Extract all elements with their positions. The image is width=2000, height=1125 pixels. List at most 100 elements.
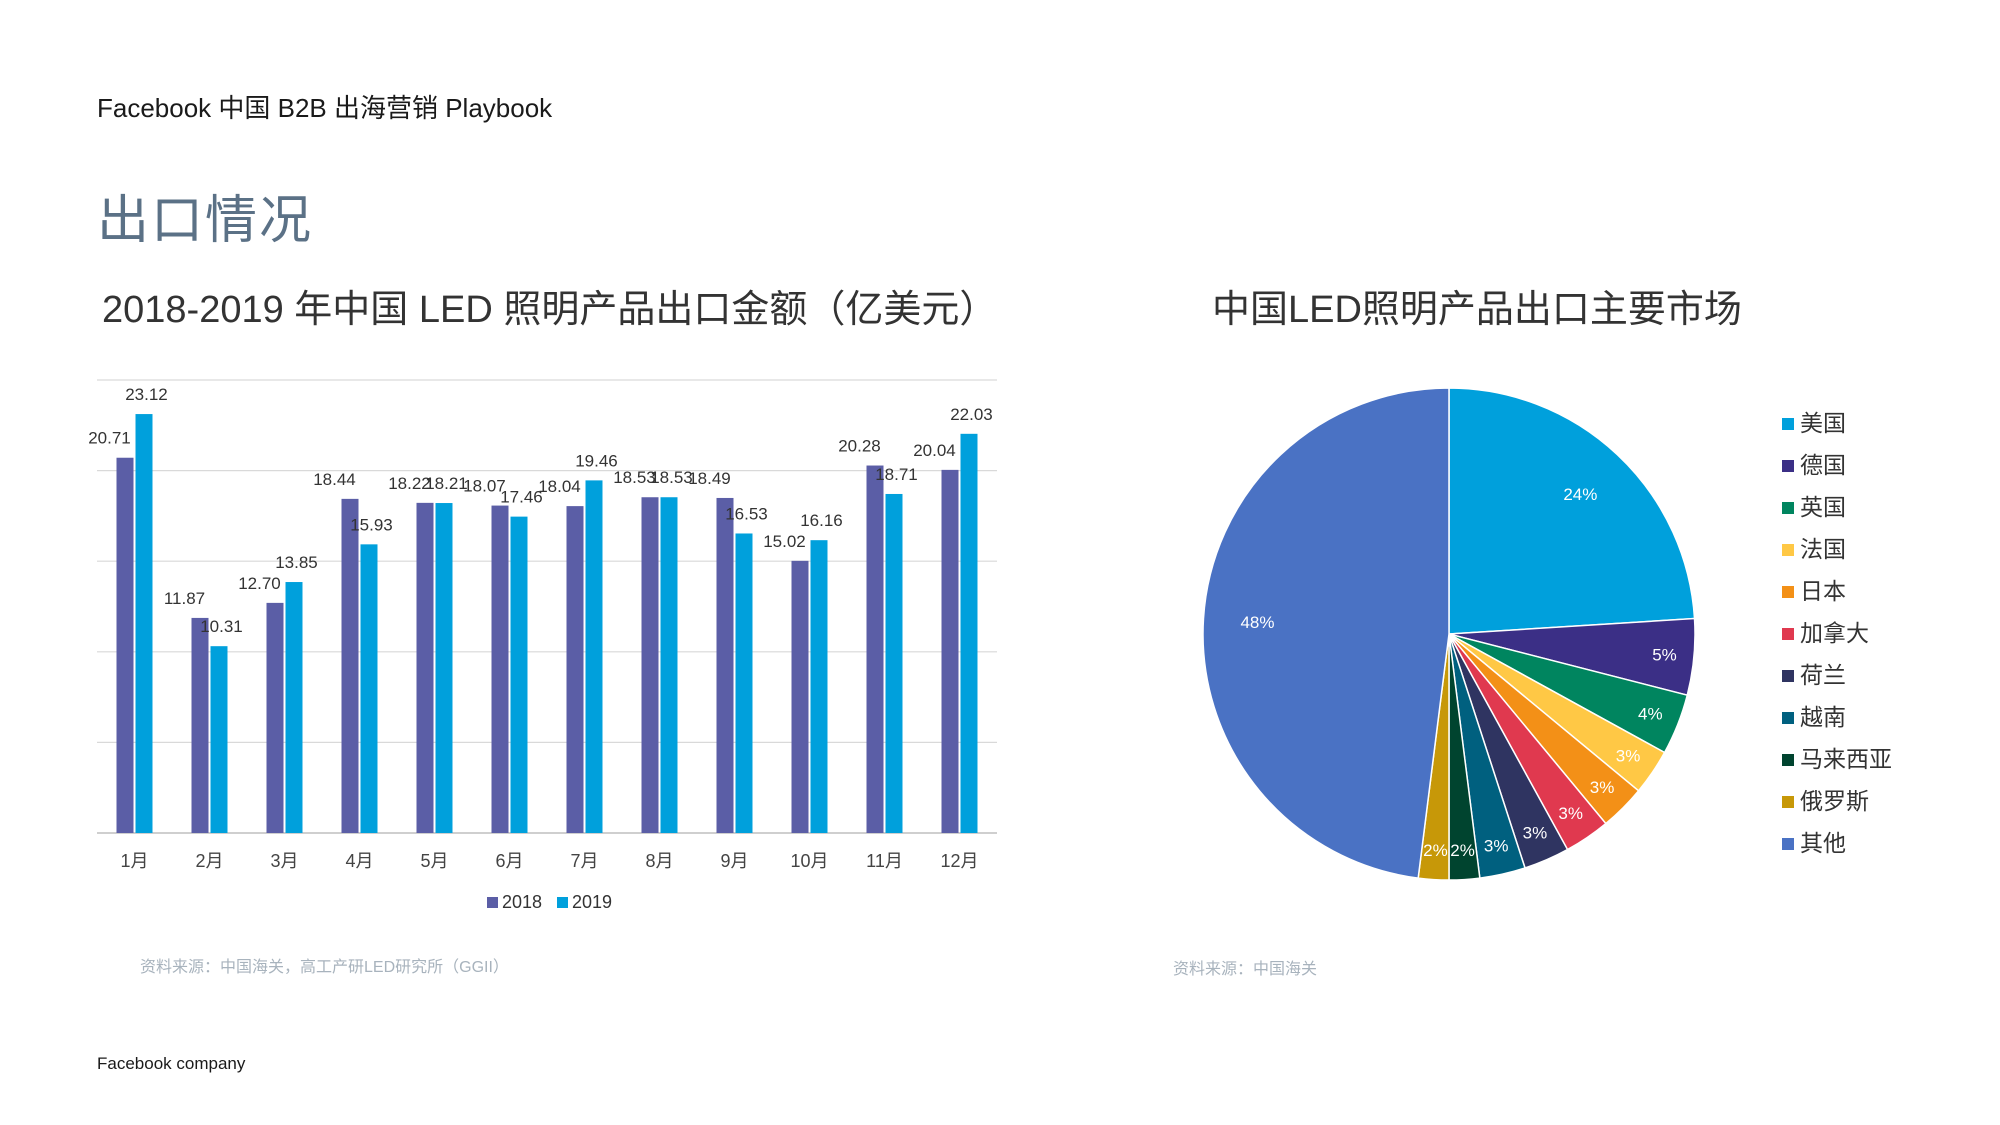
- bar-2018: [191, 617, 209, 833]
- data-label: 18.53: [650, 468, 693, 487]
- legend-swatch: [1782, 712, 1794, 724]
- bar-2018: [116, 457, 134, 833]
- x-tick-label: 10月: [790, 851, 828, 871]
- footer-company: Facebook company: [97, 1054, 246, 1073]
- bar-chart-title: 2018-2019 年中国 LED 照明产品出口金额（亿美元）: [102, 289, 998, 331]
- data-label: 16.53: [725, 504, 768, 523]
- pie-value-label: 48%: [1240, 613, 1274, 632]
- x-tick-label: 5月: [420, 851, 448, 871]
- legend-swatch-2019: [557, 897, 568, 908]
- data-label: 12.70: [238, 574, 281, 593]
- pie-value-label: 3%: [1558, 804, 1583, 823]
- data-label: 23.12: [125, 385, 168, 404]
- data-label: 10.31: [200, 617, 243, 636]
- bar-2018: [566, 506, 584, 833]
- legend-swatch: [1782, 796, 1794, 808]
- bar-2019: [810, 540, 828, 833]
- pie-chart-source: 资料来源：中国海关: [1173, 961, 1318, 978]
- x-tick-label: 3月: [270, 851, 298, 871]
- bar-2018: [416, 502, 434, 833]
- bar-2019: [885, 493, 903, 833]
- pie-value-label: 4%: [1638, 705, 1663, 724]
- bar-2018: [791, 560, 809, 833]
- data-label: 18.71: [875, 465, 918, 484]
- data-label: 20.04: [913, 441, 956, 460]
- legend-swatch: [1782, 670, 1794, 682]
- legend-swatch: [1782, 418, 1794, 430]
- legend-swatch: [1782, 754, 1794, 766]
- pie-chart-title: 中国LED照明产品出口主要市场: [1212, 289, 1742, 331]
- legend-swatch: [1782, 460, 1794, 472]
- bar-2019: [660, 497, 678, 833]
- bar-2018: [941, 469, 959, 833]
- data-label: 15.93: [350, 515, 393, 534]
- legend-label: 加拿大: [1800, 620, 1869, 646]
- data-label: 18.04: [538, 477, 581, 496]
- legend-label: 法国: [1800, 536, 1846, 562]
- pie-value-label: 2%: [1423, 841, 1448, 860]
- data-label: 18.44: [313, 470, 356, 489]
- legend-label: 其他: [1800, 830, 1846, 856]
- pie-value-label: 5%: [1652, 645, 1677, 664]
- bar-2019: [210, 646, 228, 833]
- data-label: 18.21: [425, 474, 468, 493]
- data-label: 11.87: [164, 589, 205, 608]
- pie-value-label: 3%: [1484, 836, 1509, 855]
- legend-swatch: [1782, 586, 1794, 598]
- bar-2019: [435, 503, 453, 833]
- bar-2019: [360, 544, 378, 833]
- bar-2019: [960, 433, 978, 833]
- legend-swatch: [1782, 544, 1794, 556]
- x-tick-label: 9月: [720, 851, 748, 871]
- data-label: 17.46: [500, 488, 543, 507]
- data-label: 20.71: [88, 429, 131, 448]
- bar-2019: [135, 414, 153, 833]
- x-tick-label: 11月: [866, 851, 903, 871]
- x-tick-label: 2月: [195, 851, 223, 871]
- x-tick-label: 6月: [495, 851, 523, 871]
- data-label: 18.49: [688, 469, 731, 488]
- bar-2018: [641, 497, 659, 833]
- header-title: Facebook 中国 B2B 出海营销 Playbook: [97, 93, 553, 123]
- x-tick-label: 8月: [645, 851, 673, 871]
- legend-label: 马来西亚: [1800, 746, 1892, 772]
- bar-2019: [585, 480, 603, 833]
- bar-2019: [735, 533, 753, 833]
- data-label: 13.85: [275, 553, 318, 572]
- data-label: 22.03: [950, 405, 993, 424]
- legend-swatch: [1782, 502, 1794, 514]
- bar-2018: [866, 465, 884, 833]
- legend-label: 英国: [1800, 494, 1846, 520]
- bar-2018: [341, 498, 359, 833]
- pie-value-label: 3%: [1590, 778, 1615, 797]
- bar-chart-source: 资料来源：中国海关，高工产研LED研究所（GGII）: [140, 959, 509, 976]
- bar-2018: [491, 505, 509, 833]
- pie-value-label: 24%: [1563, 485, 1597, 504]
- legend-label: 越南: [1800, 704, 1846, 730]
- pie-value-label: 3%: [1616, 747, 1641, 766]
- bar-2018: [266, 602, 284, 833]
- pie-chart: 24%5%4%3%3%3%3%3%2%2%48%美国德国英国法国日本加拿大荷兰越…: [1202, 387, 1892, 881]
- x-tick-label: 1月: [120, 851, 148, 871]
- data-label: 16.16: [800, 511, 843, 530]
- legend-label: 德国: [1800, 452, 1846, 478]
- legend-swatch: [1782, 628, 1794, 640]
- page-title: 出口情况: [97, 192, 314, 250]
- x-tick-label: 4月: [345, 851, 373, 871]
- bar-2019: [510, 516, 528, 833]
- pie-value-label: 3%: [1523, 824, 1548, 843]
- data-label: 18.07: [463, 477, 506, 496]
- data-label: 18.53: [613, 468, 656, 487]
- pie-slice: [1448, 387, 1696, 635]
- pie-slice: [1202, 387, 1450, 879]
- data-label: 15.02: [763, 532, 806, 551]
- legend-label-2019: 2019: [572, 892, 612, 912]
- bar-2018: [716, 497, 734, 833]
- legend-label: 荷兰: [1800, 662, 1846, 688]
- data-label: 20.28: [838, 437, 881, 456]
- x-tick-label: 12月: [940, 851, 978, 871]
- x-tick-label: 7月: [570, 851, 598, 871]
- data-label: 18.22: [388, 474, 431, 493]
- legend-swatch: [1782, 838, 1794, 850]
- bar-chart: 20.71 23.12 1月 11.87 10.31 2月 12.70 13.85 3月 18.4…: [88, 379, 997, 912]
